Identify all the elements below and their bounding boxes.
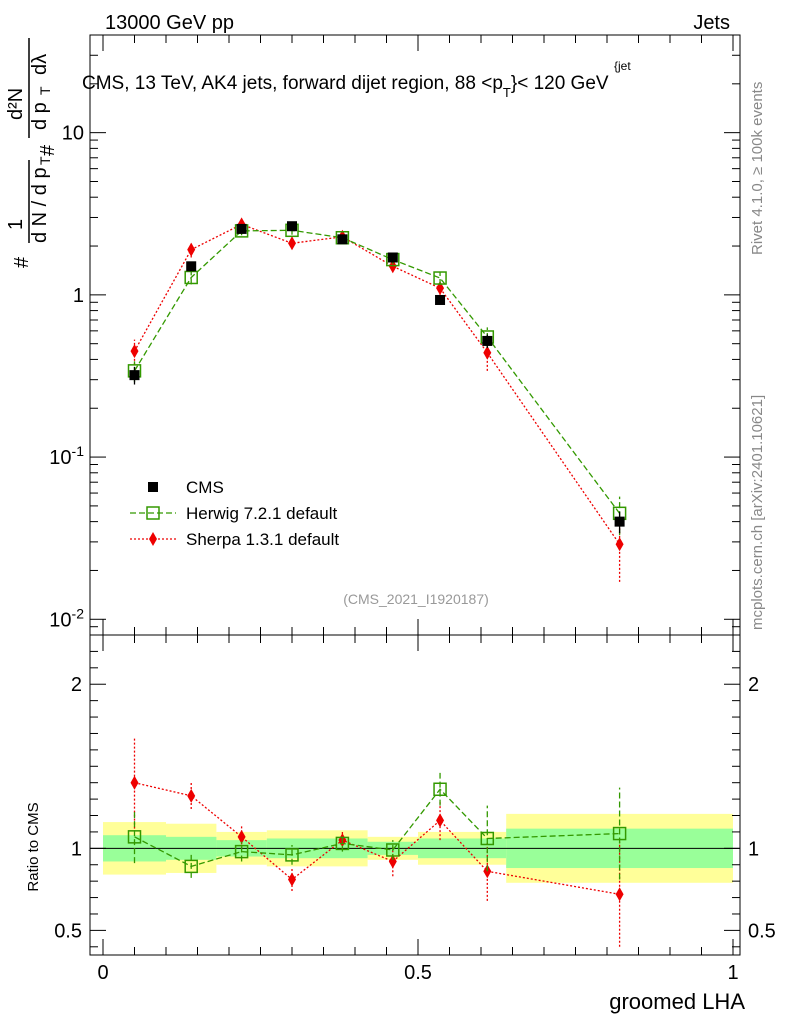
main-cms-point	[236, 223, 247, 234]
x-tick-label: 0	[97, 962, 108, 984]
ratio-herwig-line	[134, 788, 620, 868]
y-axis-label-main-drawing: # 1 d N / d p T # d²N d p T dλ	[5, 38, 59, 268]
main-cms-point	[435, 294, 446, 305]
ratio-y-tick-label-right: 2	[748, 674, 759, 696]
ratio-herwig-point	[234, 844, 249, 859]
ratio-herwig-point	[480, 831, 495, 846]
rivet-label: Rivet 4.1.0, ≥ 100k events	[749, 82, 766, 255]
x-tick-label: 1	[727, 962, 738, 984]
legend: CMS Herwig 7.2.1 default Sherpa 1.3.1 defa…	[130, 478, 339, 549]
main-y-tick-label: 10-2	[49, 605, 84, 631]
ratio-herwig-point	[612, 826, 627, 841]
main-panel: 10-2 10-1 1 10	[49, 34, 741, 636]
ratio-herwig-point	[285, 848, 299, 862]
y-label-sub-t: T	[37, 156, 53, 165]
ratio-herwig-point	[127, 830, 142, 844]
main-y-tick-label: 1	[73, 285, 84, 307]
ratio-herwig-point	[386, 843, 400, 857]
legend-marker-cms	[148, 482, 158, 492]
main-sherpa-point	[130, 344, 139, 359]
legend-marker-herwig	[146, 506, 160, 520]
y-label-sub-t-2: T	[37, 86, 53, 95]
y-label-hash-2: #	[37, 144, 59, 156]
ratio-sherpa-point	[130, 775, 139, 790]
y-label-dlambda: dλ	[29, 54, 51, 75]
main-y-tick-label: 10	[62, 123, 84, 145]
watermark: (CMS_2021_I1920187)	[343, 591, 489, 607]
y-label-dpt: d p	[29, 102, 51, 130]
y-label-numerator: d²N	[5, 88, 27, 120]
main-sherpa-point	[288, 236, 296, 251]
header-left: 13000 GeV pp	[105, 12, 234, 34]
plot-title-sub: T	[503, 85, 511, 100]
main-herwig-line	[133, 229, 621, 514]
main-cms-point	[129, 370, 140, 381]
legend-label-cms: CMS	[186, 478, 224, 497]
plot-title-prefix: CMS, 13 TeV, AK4 jets, forward dijet reg…	[82, 73, 503, 94]
y-label-denominator: d N / d p	[29, 167, 51, 243]
ratio-y-tick-label: 1	[71, 838, 82, 860]
main-herwig-point	[184, 270, 198, 285]
legend-label-sherpa: Sherpa 1.3.1 default	[186, 530, 339, 549]
ratio-y-tick-label-right: 1	[748, 838, 759, 860]
ratio-sherpa-point	[436, 813, 445, 828]
plot-title-suffix: }< 120 GeV	[511, 73, 609, 94]
main-cms-point	[287, 221, 297, 232]
y-label-one: 1	[5, 219, 27, 230]
main-cms-point	[482, 335, 493, 346]
ratio-herwig-point	[335, 836, 350, 851]
x-axis-label: groomed LHA	[609, 989, 745, 1014]
ratio-sherpa-point	[615, 887, 624, 902]
main-cms-point	[614, 516, 625, 527]
plot-title: CMS, 13 TeV, AK4 jets, forward dijet reg…	[82, 73, 609, 100]
mcplots-label: mcplots.cern.ch [arXiv:2401.10621]	[749, 395, 766, 630]
main-sherpa-point	[615, 537, 624, 552]
main-herwig-point	[433, 271, 447, 285]
ratio-panel: 0 0.5 1 0.5 0.5 1 1 2 2	[54, 634, 776, 984]
ratio-herwig-point	[184, 859, 198, 874]
main-sherpa-point	[187, 242, 196, 257]
ratio-y-tick-label: 0.5	[54, 920, 82, 942]
main-cms-point	[337, 234, 348, 245]
ratio-sherpa-point	[288, 872, 296, 887]
y-label-hash-1: #	[11, 256, 33, 268]
ratio-y-tick-label: 2	[71, 674, 82, 696]
main-cms-point	[387, 252, 398, 263]
x-tick-label: 0.5	[404, 962, 432, 984]
ratio-frame	[89, 634, 741, 956]
y-axis-label-ratio: Ratio to CMS	[25, 802, 42, 891]
ratio-sherpa-point	[388, 854, 397, 869]
main-cms-point	[186, 261, 197, 272]
plot-title-sup: {jet	[614, 59, 631, 73]
ratio-herwig-point	[433, 782, 447, 797]
main-sherpa-point	[483, 345, 492, 360]
ratio-y-tick-label-right: 0.5	[748, 920, 776, 942]
ratio-sherpa-point	[237, 829, 246, 844]
legend-marker-sherpa	[149, 532, 157, 546]
legend-label-herwig: Herwig 7.2.1 default	[186, 504, 337, 523]
ratio-sherpa-point	[187, 788, 196, 803]
header-right: Jets	[693, 12, 730, 34]
main-y-tick-label: 10-1	[49, 443, 84, 469]
